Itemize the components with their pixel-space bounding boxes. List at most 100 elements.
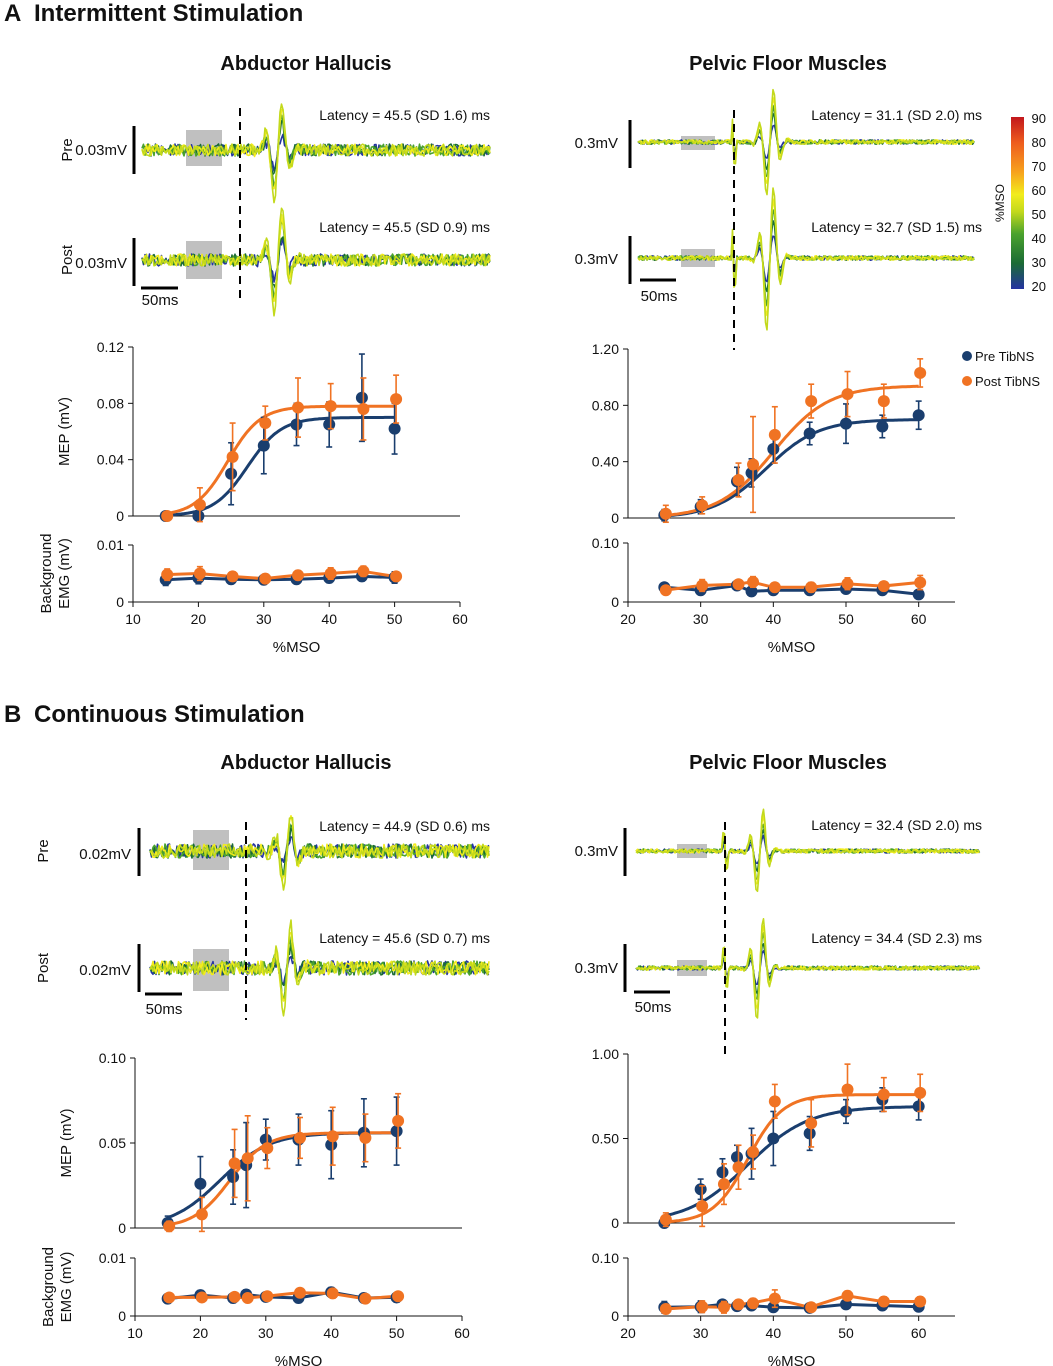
x-tick-label: 40: [766, 611, 782, 627]
emg-trace-line: [149, 919, 490, 1017]
data-point: [226, 450, 239, 463]
data-point: [390, 393, 403, 406]
x-tick-label: 50: [389, 1325, 405, 1341]
data-point: [392, 1114, 405, 1127]
data-point: [805, 1301, 818, 1314]
data-point: [294, 1131, 306, 1144]
trace-row-label: Pre: [59, 138, 76, 161]
emg-trace: [149, 919, 490, 1017]
latency-text: Latency = 45.6 (SD 0.7) ms: [319, 930, 490, 946]
amplitude-label: 0.3mV: [575, 843, 618, 860]
data-point: [717, 1301, 730, 1314]
muscle-title: Pelvic Floor Muscles: [689, 752, 887, 774]
panel-title: Continuous Stimulation: [34, 701, 305, 728]
data-point: [294, 1286, 306, 1299]
data-point: [768, 581, 781, 594]
x-axis-label: %MSO: [768, 1353, 816, 1366]
amplitude-label: 0.3mV: [575, 135, 618, 152]
y-tick-label: 0.10: [99, 1050, 126, 1066]
emg-trace-line: [149, 824, 490, 877]
legend-label-post: Post TibNS: [975, 374, 1040, 389]
x-tick-label: 60: [452, 611, 468, 627]
x-tick-label: 20: [193, 1325, 209, 1341]
data-point: [228, 1290, 241, 1303]
latency-text: Latency = 31.1 (SD 2.0) ms: [811, 107, 982, 123]
trace-row-label: Pre: [35, 839, 52, 862]
emg-trace-line: [635, 808, 980, 893]
data-point: [326, 1287, 339, 1300]
legend: Pre TibNS Post TibNS: [962, 349, 1040, 389]
emg-trace-line: [637, 187, 975, 331]
data-point: [659, 507, 672, 520]
y-tick-label: 0: [611, 594, 619, 610]
x-tick-label: 50: [838, 611, 854, 627]
colorbar-tick: 70: [1032, 159, 1046, 174]
y-axis-label: EMG (mV): [58, 1252, 75, 1323]
emg-trace-line: [635, 918, 980, 1019]
data-point: [324, 400, 337, 413]
x-tick-label: 10: [127, 1325, 143, 1341]
y-tick-label: 0.12: [97, 339, 124, 355]
y-tick-label: 0.10: [592, 1250, 619, 1266]
x-tick-label: 20: [191, 611, 207, 627]
background-emg-plot: 0 0.01 10 20 30 40 50 60 %MSO Background EMG (mV): [40, 1247, 470, 1366]
latency-text: Latency = 45.5 (SD 1.6) ms: [319, 107, 490, 123]
data-point: [803, 427, 816, 440]
x-tick-label: 50: [387, 611, 403, 627]
emg-trace-group: 0.3mV Latency = 31.1 (SD 2.0) ms 0.3mV L…: [575, 88, 982, 350]
data-point: [803, 1127, 816, 1140]
data-point: [390, 1125, 403, 1138]
data-point: [747, 458, 760, 471]
colorbar-tick: 40: [1032, 231, 1046, 246]
series-line: [664, 1294, 919, 1311]
panel-letter: B: [4, 701, 21, 728]
data-point: [388, 422, 401, 435]
time-scale-label: 50ms: [146, 1001, 183, 1018]
time-scale-label: 50ms: [641, 288, 678, 305]
data-point: [323, 418, 336, 431]
data-point: [195, 1291, 208, 1304]
data-point: [877, 1295, 890, 1308]
data-point: [912, 1100, 925, 1113]
data-point: [768, 428, 781, 441]
x-axis-label: %MSO: [275, 1353, 323, 1366]
data-point: [241, 1152, 254, 1165]
data-point: [694, 1183, 707, 1196]
data-point: [261, 1290, 274, 1303]
y-tick-label: 0.80: [592, 397, 619, 413]
fit-curve: [664, 1093, 919, 1224]
y-axis-label: Background: [40, 1247, 57, 1327]
mep-plot: 0 0.04 0.08 0.12 MEP (mV): [56, 339, 460, 524]
colorbar-swatch: [1011, 117, 1024, 289]
data-point: [732, 473, 745, 486]
data-point: [840, 417, 852, 430]
y-tick-label: 0.04: [97, 452, 124, 468]
data-point: [731, 1151, 743, 1164]
mep-plot: 0 0.50 1.00: [592, 1046, 955, 1231]
data-point: [257, 439, 270, 452]
colorbar-tick: 60: [1032, 183, 1046, 198]
trace-row-label: Post: [35, 952, 52, 983]
background-emg-plot: 0 0.01 10 20 30 40 50 60 %MSO Background EMG (mV): [38, 533, 468, 656]
data-point: [877, 580, 890, 593]
data-point: [696, 1200, 709, 1213]
data-point: [259, 417, 272, 430]
data-point: [359, 1292, 372, 1305]
data-point: [357, 565, 370, 578]
latency-text: Latency = 34.4 (SD 2.3) ms: [811, 930, 982, 946]
background-emg-plot: 0 0.10 20 30 40 50 60 %MSO: [592, 1250, 955, 1366]
data-point: [163, 1291, 176, 1304]
data-point: [768, 1095, 781, 1108]
data-point: [696, 1300, 709, 1313]
x-tick-label: 30: [256, 611, 272, 627]
data-point: [841, 1083, 854, 1096]
data-point: [227, 1171, 240, 1183]
data-point: [326, 1130, 339, 1143]
y-axis-label: MEP (mV): [58, 1109, 75, 1178]
latency-text: Latency = 44.9 (SD 0.6) ms: [319, 818, 490, 834]
y-tick-label: 0: [611, 1215, 619, 1231]
amplitude-label: 0.03mV: [75, 142, 127, 159]
data-point: [841, 577, 854, 590]
x-axis-label: %MSO: [768, 639, 816, 656]
amplitude-label: 0.03mV: [75, 255, 127, 272]
